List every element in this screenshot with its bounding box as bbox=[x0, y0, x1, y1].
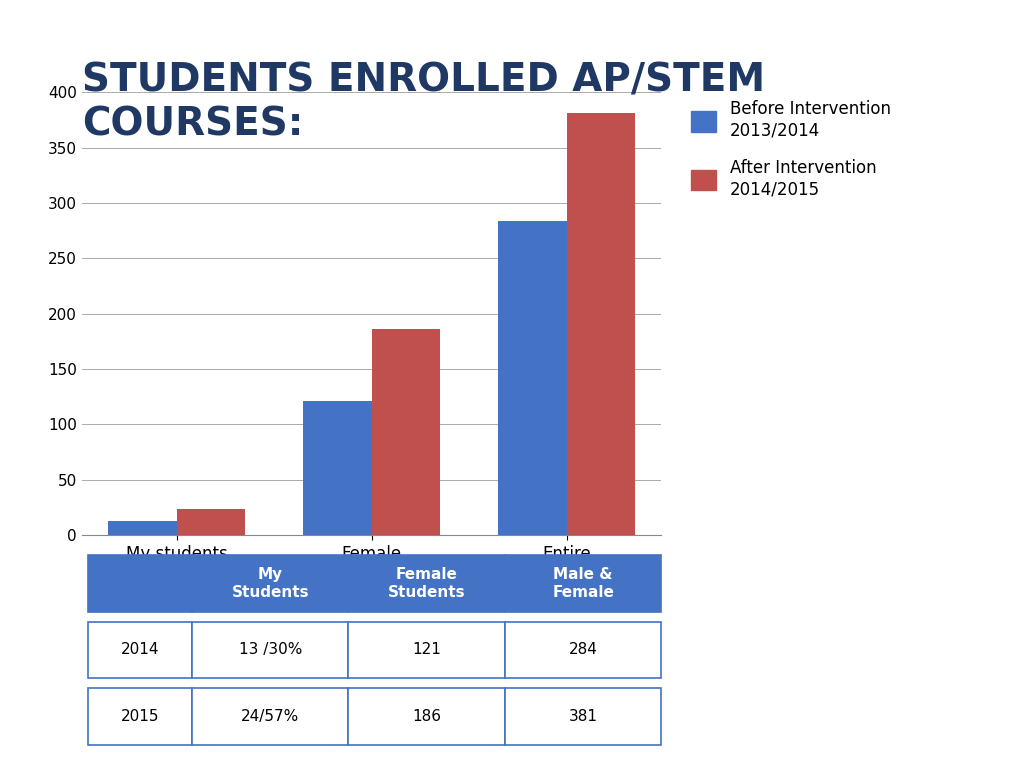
FancyBboxPatch shape bbox=[88, 622, 193, 678]
FancyBboxPatch shape bbox=[348, 622, 505, 678]
Text: 2014: 2014 bbox=[121, 643, 159, 657]
Bar bbox=[372, 329, 440, 535]
FancyBboxPatch shape bbox=[348, 688, 505, 745]
Text: STUDENTS ENROLLED AP/STEM
COURSES:: STUDENTS ENROLLED AP/STEM COURSES: bbox=[82, 61, 765, 144]
FancyBboxPatch shape bbox=[505, 622, 662, 678]
Text: 381: 381 bbox=[568, 709, 598, 724]
Bar bbox=[303, 401, 372, 535]
Text: 13 /30%: 13 /30% bbox=[239, 643, 302, 657]
Text: My
Students: My Students bbox=[231, 568, 309, 600]
FancyBboxPatch shape bbox=[505, 555, 662, 611]
Text: 186: 186 bbox=[413, 709, 441, 724]
FancyBboxPatch shape bbox=[348, 555, 505, 611]
Text: 284: 284 bbox=[568, 643, 598, 657]
Bar bbox=[109, 521, 176, 535]
Text: Female
Students: Female Students bbox=[388, 568, 466, 600]
FancyBboxPatch shape bbox=[505, 688, 662, 745]
FancyBboxPatch shape bbox=[193, 688, 348, 745]
FancyBboxPatch shape bbox=[193, 555, 348, 611]
Text: 24/57%: 24/57% bbox=[241, 709, 299, 724]
FancyBboxPatch shape bbox=[88, 555, 193, 611]
Text: Male &
Female: Male & Female bbox=[552, 568, 614, 600]
Legend: Before Intervention
2013/2014, After Intervention
2014/2015: Before Intervention 2013/2014, After Int… bbox=[691, 101, 891, 198]
FancyBboxPatch shape bbox=[88, 688, 193, 745]
FancyBboxPatch shape bbox=[193, 622, 348, 678]
Bar bbox=[176, 508, 245, 535]
Bar bbox=[499, 220, 566, 535]
Bar bbox=[566, 113, 635, 535]
Text: 2015: 2015 bbox=[121, 709, 159, 724]
Text: 121: 121 bbox=[413, 643, 441, 657]
